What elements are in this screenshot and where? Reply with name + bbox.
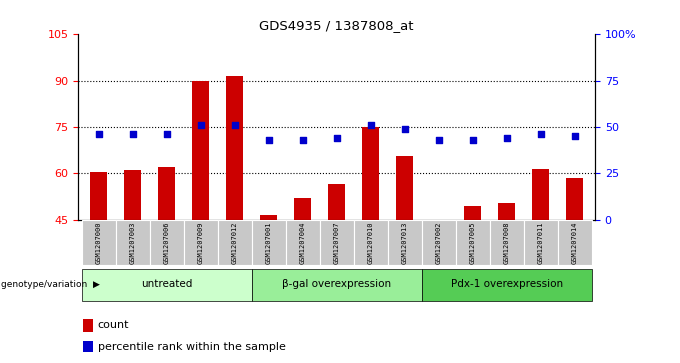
Bar <box>354 220 388 265</box>
Point <box>93 131 104 137</box>
Point <box>331 135 342 141</box>
Text: GSM1207003: GSM1207003 <box>130 221 135 264</box>
Point <box>569 133 580 139</box>
Title: GDS4935 / 1387808_at: GDS4935 / 1387808_at <box>259 19 414 32</box>
Text: untreated: untreated <box>141 279 192 289</box>
Bar <box>422 220 456 265</box>
Point <box>433 137 444 143</box>
Bar <box>192 81 209 220</box>
Text: GSM1207007: GSM1207007 <box>334 221 339 264</box>
Text: GSM1207001: GSM1207001 <box>266 221 271 264</box>
Text: GSM1207014: GSM1207014 <box>572 221 577 264</box>
Text: Pdx-1 overexpression: Pdx-1 overexpression <box>451 279 562 289</box>
Text: GSM1207008: GSM1207008 <box>504 221 509 264</box>
Bar <box>498 203 515 220</box>
Text: GSM1207009: GSM1207009 <box>198 221 203 264</box>
Bar <box>90 172 107 220</box>
Bar <box>388 220 422 265</box>
Point <box>127 131 138 137</box>
Text: GSM1207011: GSM1207011 <box>538 221 543 264</box>
Bar <box>320 220 354 265</box>
Bar <box>566 178 583 220</box>
Text: GSM1207013: GSM1207013 <box>402 221 407 264</box>
Point <box>365 122 376 128</box>
Text: β-gal overexpression: β-gal overexpression <box>282 279 391 289</box>
Text: GSM1207002: GSM1207002 <box>436 221 441 264</box>
Text: genotype/variation  ▶: genotype/variation ▶ <box>1 281 99 289</box>
Text: GSM1207005: GSM1207005 <box>470 221 475 264</box>
Text: count: count <box>98 321 129 330</box>
Point <box>195 122 206 128</box>
Bar <box>158 167 175 220</box>
Bar <box>328 184 345 220</box>
Bar <box>286 220 320 265</box>
Text: GSM1207004: GSM1207004 <box>300 221 305 264</box>
Bar <box>524 220 558 265</box>
Bar <box>532 169 549 220</box>
Point <box>501 135 512 141</box>
Point <box>467 137 478 143</box>
Bar <box>422 269 592 301</box>
Bar <box>184 220 218 265</box>
Bar <box>84 341 92 352</box>
Bar <box>294 198 311 220</box>
Bar <box>490 220 524 265</box>
Point <box>263 137 274 143</box>
Point <box>399 126 410 132</box>
Bar <box>84 319 92 332</box>
Bar <box>430 220 447 221</box>
Text: GSM1207000: GSM1207000 <box>96 221 101 264</box>
Bar <box>456 220 490 265</box>
Bar <box>218 220 252 265</box>
Bar <box>124 170 141 220</box>
Bar <box>252 269 422 301</box>
Point <box>229 122 240 128</box>
Bar <box>150 220 184 265</box>
Bar <box>464 206 481 220</box>
Bar <box>226 76 243 220</box>
Bar <box>82 269 252 301</box>
Bar <box>82 220 116 265</box>
Bar <box>362 127 379 220</box>
Bar <box>252 220 286 265</box>
Bar <box>396 156 413 220</box>
Point <box>535 131 546 137</box>
Text: GSM1207012: GSM1207012 <box>232 221 237 264</box>
Bar <box>558 220 592 265</box>
Point <box>297 137 308 143</box>
Point <box>161 131 172 137</box>
Bar <box>260 215 277 220</box>
Text: percentile rank within the sample: percentile rank within the sample <box>98 342 286 352</box>
Bar <box>116 220 150 265</box>
Text: GSM1207006: GSM1207006 <box>164 221 169 264</box>
Text: GSM1207010: GSM1207010 <box>368 221 373 264</box>
